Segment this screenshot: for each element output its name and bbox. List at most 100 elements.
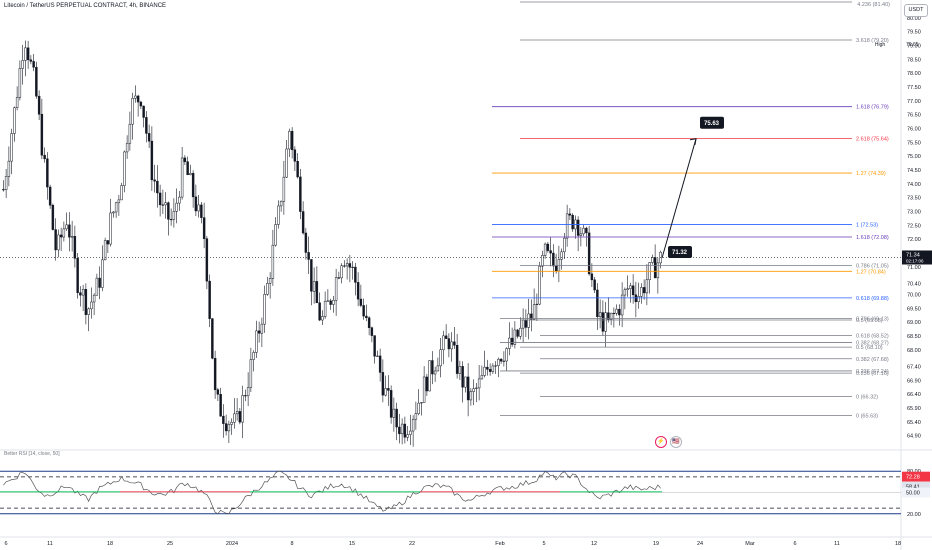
fib-level-label: 0.618 (68.52) — [856, 334, 889, 340]
price-tick-label: 66.90 — [907, 378, 921, 384]
candle-body — [653, 257, 657, 279]
candle-body — [271, 244, 275, 279]
price-tick-label: 76.00 — [907, 127, 921, 133]
price-tick-label: 66.40 — [907, 392, 921, 398]
rsi-value-tag — [902, 487, 930, 498]
candle-body — [420, 402, 423, 404]
candle-body — [117, 199, 121, 204]
candle-body — [447, 338, 451, 350]
candle-body — [571, 214, 574, 230]
candle-body — [389, 390, 393, 418]
us-flag-event-icon[interactable]: 🇺🇸 — [670, 436, 682, 448]
projection-arrow-head — [689, 138, 697, 145]
candle-body — [373, 335, 376, 357]
candle-body — [230, 421, 233, 425]
time-axis-label: 2024 — [226, 541, 238, 547]
candle-body — [263, 294, 266, 325]
candle-body — [590, 273, 594, 281]
fib-level-label: 2.618 (75.64) — [856, 136, 889, 142]
fib-level-label: 1.27 (74.39) — [856, 171, 886, 177]
candle-body — [142, 105, 145, 118]
projection-arrow-line — [661, 138, 697, 259]
candle-body — [200, 204, 203, 218]
candle-body — [469, 391, 473, 401]
candle-body — [202, 217, 206, 239]
candle-body — [112, 211, 115, 214]
candle-body — [266, 283, 269, 295]
candle-body — [213, 358, 217, 390]
candle-body — [502, 360, 506, 362]
candle-body — [497, 358, 500, 366]
candle-body — [323, 301, 327, 317]
fib-level-label: 0.786 (69.13) — [856, 317, 889, 323]
candle-body — [620, 294, 624, 316]
candle-body — [568, 213, 572, 216]
time-axis-label: Mar — [745, 541, 755, 547]
candle-body — [65, 224, 68, 230]
candle-body — [634, 294, 638, 303]
candle-body — [530, 313, 533, 320]
price-tick-label: 71.00 — [907, 265, 921, 271]
candle-body — [381, 372, 385, 396]
rsi-value-tag — [902, 471, 930, 482]
candle-body — [222, 415, 225, 424]
symbol-title: Litecoin / TetherUS PERPETUAL CONTRACT, … — [4, 3, 167, 9]
price-tick-label: 76.50 — [907, 113, 921, 119]
candle-body — [345, 263, 349, 267]
candle-body — [596, 289, 599, 317]
candle-body — [235, 411, 239, 415]
candle-body — [139, 101, 143, 107]
price-tick-label: 65.90 — [907, 406, 921, 412]
candle-body — [563, 237, 566, 253]
fib-level-label: 1.618 (76.79) — [856, 105, 889, 111]
candle-body — [378, 355, 382, 373]
candle-body — [631, 285, 635, 296]
candle-body — [304, 232, 308, 253]
candle-body — [59, 234, 63, 238]
candle-body — [431, 360, 434, 375]
price-tick-label: 70.00 — [907, 293, 921, 299]
candle-body — [274, 224, 277, 246]
fib-level-label: 1.27 (70.84) — [856, 269, 886, 275]
candle-body — [491, 365, 495, 372]
currency-button[interactable]: USDT — [904, 4, 928, 17]
candle-body — [535, 303, 539, 305]
candle-body — [337, 277, 341, 279]
candle-body — [35, 66, 38, 97]
candle-body — [499, 358, 503, 362]
candle-body — [343, 265, 346, 267]
candle-body — [277, 205, 280, 225]
fib-level-label: 0.786 (71.05) — [856, 264, 889, 270]
candle-body — [219, 394, 222, 417]
candle-body — [224, 423, 228, 432]
price-tick-label: 70.40 — [907, 281, 921, 287]
price-tick-label: 74.00 — [907, 182, 921, 188]
candle-body — [618, 308, 621, 316]
candle-body — [601, 312, 605, 332]
candle-body — [244, 395, 247, 397]
candle-body — [486, 366, 489, 370]
time-axis-label: 22 — [409, 541, 415, 547]
candle-body — [123, 151, 126, 186]
price-tick-label: 68.50 — [907, 334, 921, 340]
candle-body — [252, 352, 255, 360]
candle-body — [425, 376, 429, 392]
price-tick-label: 72.50 — [907, 223, 921, 229]
candle-body — [475, 387, 478, 389]
candle-body — [29, 59, 33, 62]
candle-body — [296, 160, 299, 178]
current-annotation-label: 71.32 — [672, 250, 688, 256]
last-price-label: 71.34 — [906, 252, 920, 258]
candle-body — [238, 411, 242, 423]
candle-body — [73, 236, 77, 259]
flash-event-icon[interactable]: ⚡ — [655, 436, 667, 448]
candle-body — [329, 300, 332, 305]
price-tick-label: 73.50 — [907, 196, 921, 202]
candle-body — [24, 47, 27, 61]
candle-body — [315, 281, 319, 304]
rsi-tick-label: 20.00 — [907, 512, 921, 518]
price-tick-label: 78.50 — [907, 57, 921, 63]
candle-body — [411, 418, 415, 432]
time-axis-label: 6 — [793, 541, 796, 547]
